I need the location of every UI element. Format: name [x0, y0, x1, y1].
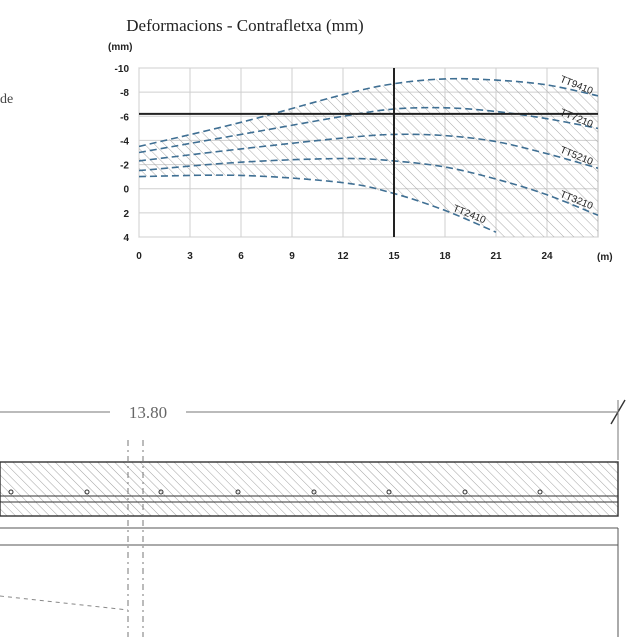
hatch-fill	[139, 78, 598, 237]
y-tick-label: -4	[120, 136, 129, 147]
strand-mark	[311, 489, 317, 495]
x-tick-label: 15	[388, 251, 400, 262]
strand-mark	[386, 489, 392, 495]
series-line-tt3210	[139, 157, 598, 217]
strand-mark	[537, 489, 543, 495]
strand-mark	[158, 489, 164, 495]
series-line-tt7210	[139, 106, 598, 154]
reference-lines	[139, 68, 598, 237]
strand-mark	[235, 489, 241, 495]
y-tick-label: 0	[123, 185, 129, 196]
side-text-fragment: de	[0, 92, 13, 107]
section-drawing: 13.80	[0, 399, 626, 637]
x-tick-label: 21	[490, 251, 502, 262]
strand-mark	[84, 489, 90, 495]
slab-section	[0, 461, 619, 517]
chart-title: Deformacions - Contrafletxa (mm)	[126, 16, 363, 35]
series-group	[139, 77, 598, 233]
y-tick-label: 2	[123, 209, 129, 220]
y-tick-label: -6	[120, 112, 129, 123]
x-tick-label: 24	[541, 251, 553, 262]
series-line-tt9410	[139, 77, 598, 148]
x-tick-label: 9	[289, 251, 295, 262]
x-tick-label: 6	[238, 251, 244, 262]
series-line-tt5210	[139, 133, 598, 169]
x-tick-label: 3	[187, 251, 193, 262]
x-unit-label: (m)	[597, 252, 613, 263]
y-tick-label: -10	[115, 64, 130, 75]
y-tick-label: 4	[123, 233, 129, 244]
series-line-tt2410	[139, 174, 497, 233]
strand-mark	[462, 489, 468, 495]
strand-group	[8, 489, 543, 495]
y-tick-label: -8	[120, 88, 129, 99]
x-tick-label: 12	[337, 251, 349, 262]
x-tick-label: 0	[136, 251, 142, 262]
hatched-area	[139, 78, 598, 237]
x-tick-label: 18	[439, 251, 451, 262]
y-unit-label: (mm)	[108, 42, 132, 53]
dashed-slope-line	[0, 595, 129, 611]
strand-mark	[8, 489, 14, 495]
dimension-label: 13.80	[129, 403, 167, 422]
y-tick-label: -2	[120, 161, 129, 172]
